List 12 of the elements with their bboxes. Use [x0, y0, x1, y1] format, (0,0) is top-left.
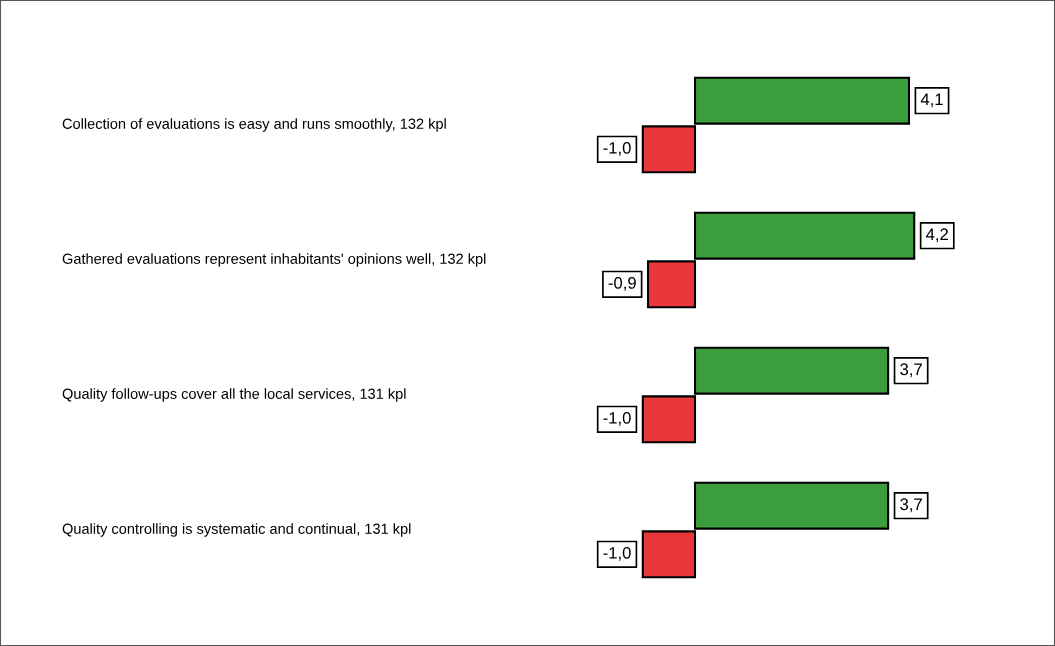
- y-tick-label: Collection of evaluations is easy and runs smoothly, 132 kpl: [62, 118, 446, 132]
- y-tick-label: Quality controlling is systematic and continual, 131 kpl: [62, 523, 411, 537]
- data-label: 4,1: [920, 93, 943, 108]
- data-label: -1,0: [603, 546, 631, 561]
- data-label: 3,7: [900, 363, 922, 378]
- data-label: -0,9: [608, 276, 636, 291]
- data-label: -1,0: [603, 141, 631, 156]
- y-tick-label: Gathered evaluations represent inhabitants' opinions well, 132 kpl: [62, 253, 486, 267]
- y-tick-label: Quality follow-ups cover all the local services, 131 kpl: [62, 388, 406, 402]
- data-label: 4,2: [926, 228, 948, 243]
- data-label: 3,7: [900, 498, 922, 513]
- data-label: -1,0: [603, 411, 631, 426]
